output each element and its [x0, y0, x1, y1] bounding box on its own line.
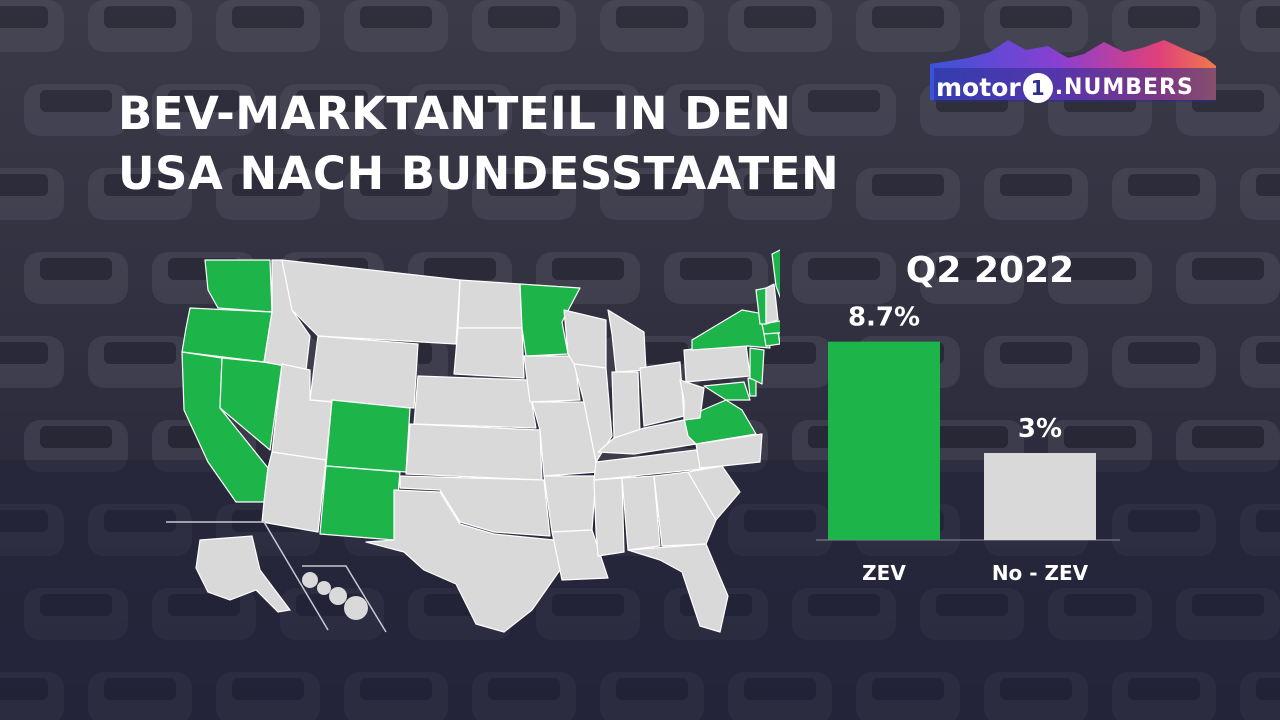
state-wv	[679, 379, 705, 421]
brand-wordmark: motor 1 .NUMBERS	[936, 70, 1194, 104]
hawaii-inset-border	[302, 565, 387, 633]
bar-chart: 8.7% ZEV 3% No - ZEV	[816, 303, 1120, 585]
state-sc	[687, 465, 741, 521]
state-nh	[765, 283, 779, 325]
state-ks	[405, 423, 543, 481]
state-ak	[195, 535, 292, 613]
state-al	[621, 475, 661, 551]
state-nc	[695, 433, 763, 469]
state-sd	[453, 327, 525, 379]
state-ny	[691, 309, 771, 351]
bar-value-label: 3%	[1018, 414, 1062, 444]
state-nv	[219, 357, 283, 451]
state-mt	[281, 259, 461, 345]
state-ar	[543, 475, 597, 533]
brand-numbers: .NUMBERS	[1054, 75, 1194, 100]
state-nm	[319, 465, 401, 541]
state-wa	[204, 259, 273, 313]
state-ne	[413, 375, 537, 429]
alaska-inset-border	[166, 521, 329, 631]
state-hi-island	[317, 581, 331, 595]
bar-value-label: 8.7%	[848, 303, 920, 333]
chart-title: BEV-MARKTANTEIL IN DEN USA NACH BUNDESST…	[118, 84, 878, 204]
motor1-numbers-logo	[930, 40, 1216, 102]
state-oh	[639, 361, 685, 427]
brand-one-badge: 1	[1022, 73, 1053, 103]
state-nj	[749, 347, 765, 385]
title-line-1: BEV-MARKTANTEIL IN DEN	[118, 87, 792, 140]
state-hi-island	[302, 572, 318, 588]
category-label: No - ZEV	[992, 561, 1089, 585]
state-mi	[607, 309, 647, 373]
state-md	[703, 381, 751, 401]
state-fl	[627, 543, 729, 633]
category-label: ZEV	[862, 561, 906, 585]
state-in	[611, 371, 641, 439]
state-co	[325, 399, 411, 473]
state-hi-island	[344, 596, 368, 620]
state-ia	[523, 355, 581, 403]
state-nd	[457, 279, 523, 329]
bar-zev	[828, 341, 940, 540]
state-la	[551, 529, 609, 581]
state-me	[771, 249, 780, 299]
us-state-map	[166, 249, 780, 633]
title-line-2: USA NACH BUNDESSTAATEN	[118, 147, 840, 200]
state-az	[261, 451, 327, 533]
state-ga	[653, 471, 717, 547]
state-or	[181, 307, 273, 363]
state-hi-island	[329, 587, 347, 605]
state-ms	[593, 477, 625, 557]
state-mo	[531, 401, 599, 477]
state-ok	[399, 475, 551, 537]
state-tx	[365, 489, 561, 633]
bar-no-zev	[984, 453, 1096, 540]
brand-motor: motor	[936, 73, 1021, 102]
period-label: Q2 2022	[905, 250, 1075, 291]
state-ri	[777, 331, 780, 345]
state-wy	[309, 335, 419, 409]
